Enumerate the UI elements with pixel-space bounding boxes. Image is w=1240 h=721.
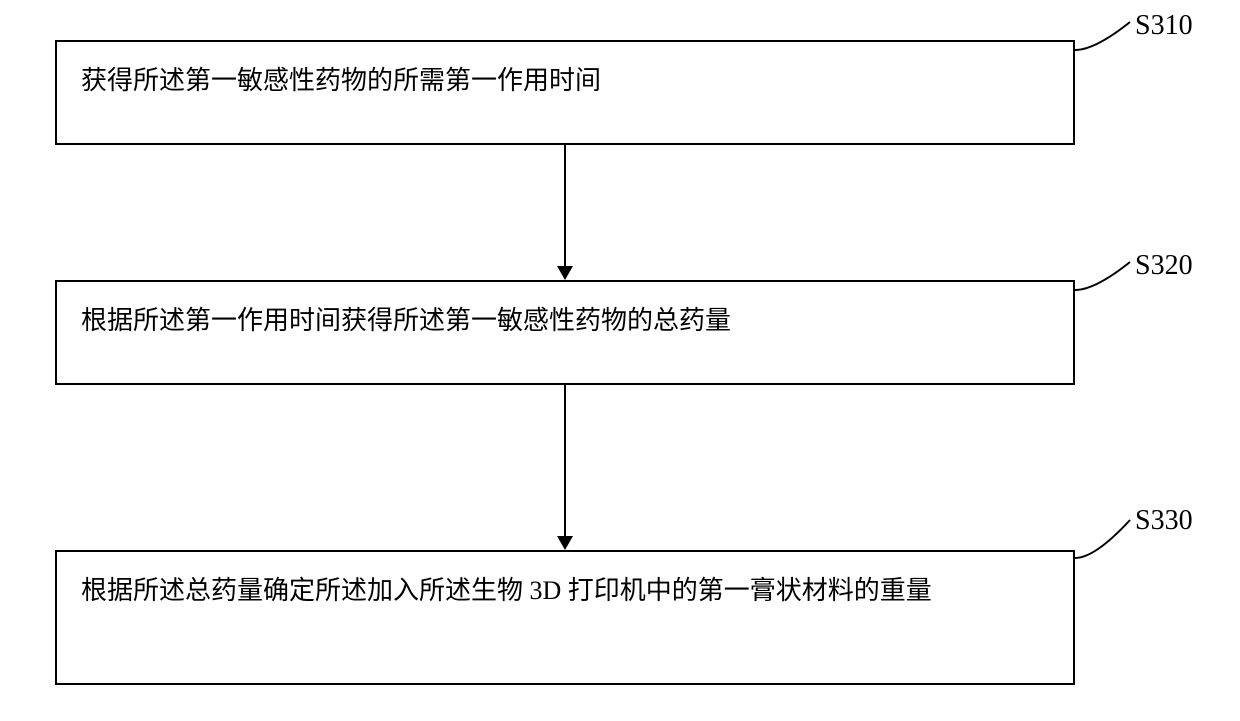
flow-step-2-text: 根据所述第一作用时间获得所述第一敏感性药物的总药量 — [81, 300, 731, 342]
callout-3 — [1075, 516, 1135, 564]
callout-1 — [1075, 18, 1135, 58]
arrow-1-2-head — [557, 266, 573, 280]
arrow-2-3-head — [557, 536, 573, 550]
step-label-2: S320 — [1135, 250, 1193, 282]
flow-step-2: 根据所述第一作用时间获得所述第一敏感性药物的总药量 — [55, 280, 1075, 385]
callout-2 — [1075, 258, 1135, 298]
flow-step-3-text: 根据所述总药量确定所述加入所述生物 3D 打印机中的第一膏状材料的重量 — [81, 570, 932, 612]
flow-step-3: 根据所述总药量确定所述加入所述生物 3D 打印机中的第一膏状材料的重量 — [55, 550, 1075, 685]
flow-step-1-text: 获得所述第一敏感性药物的所需第一作用时间 — [81, 60, 601, 102]
arrow-1-2-line — [564, 145, 566, 266]
step-label-1: S310 — [1135, 10, 1193, 42]
step-label-3: S330 — [1135, 505, 1193, 537]
arrow-2-3-line — [564, 385, 566, 536]
flow-step-1: 获得所述第一敏感性药物的所需第一作用时间 — [55, 40, 1075, 145]
